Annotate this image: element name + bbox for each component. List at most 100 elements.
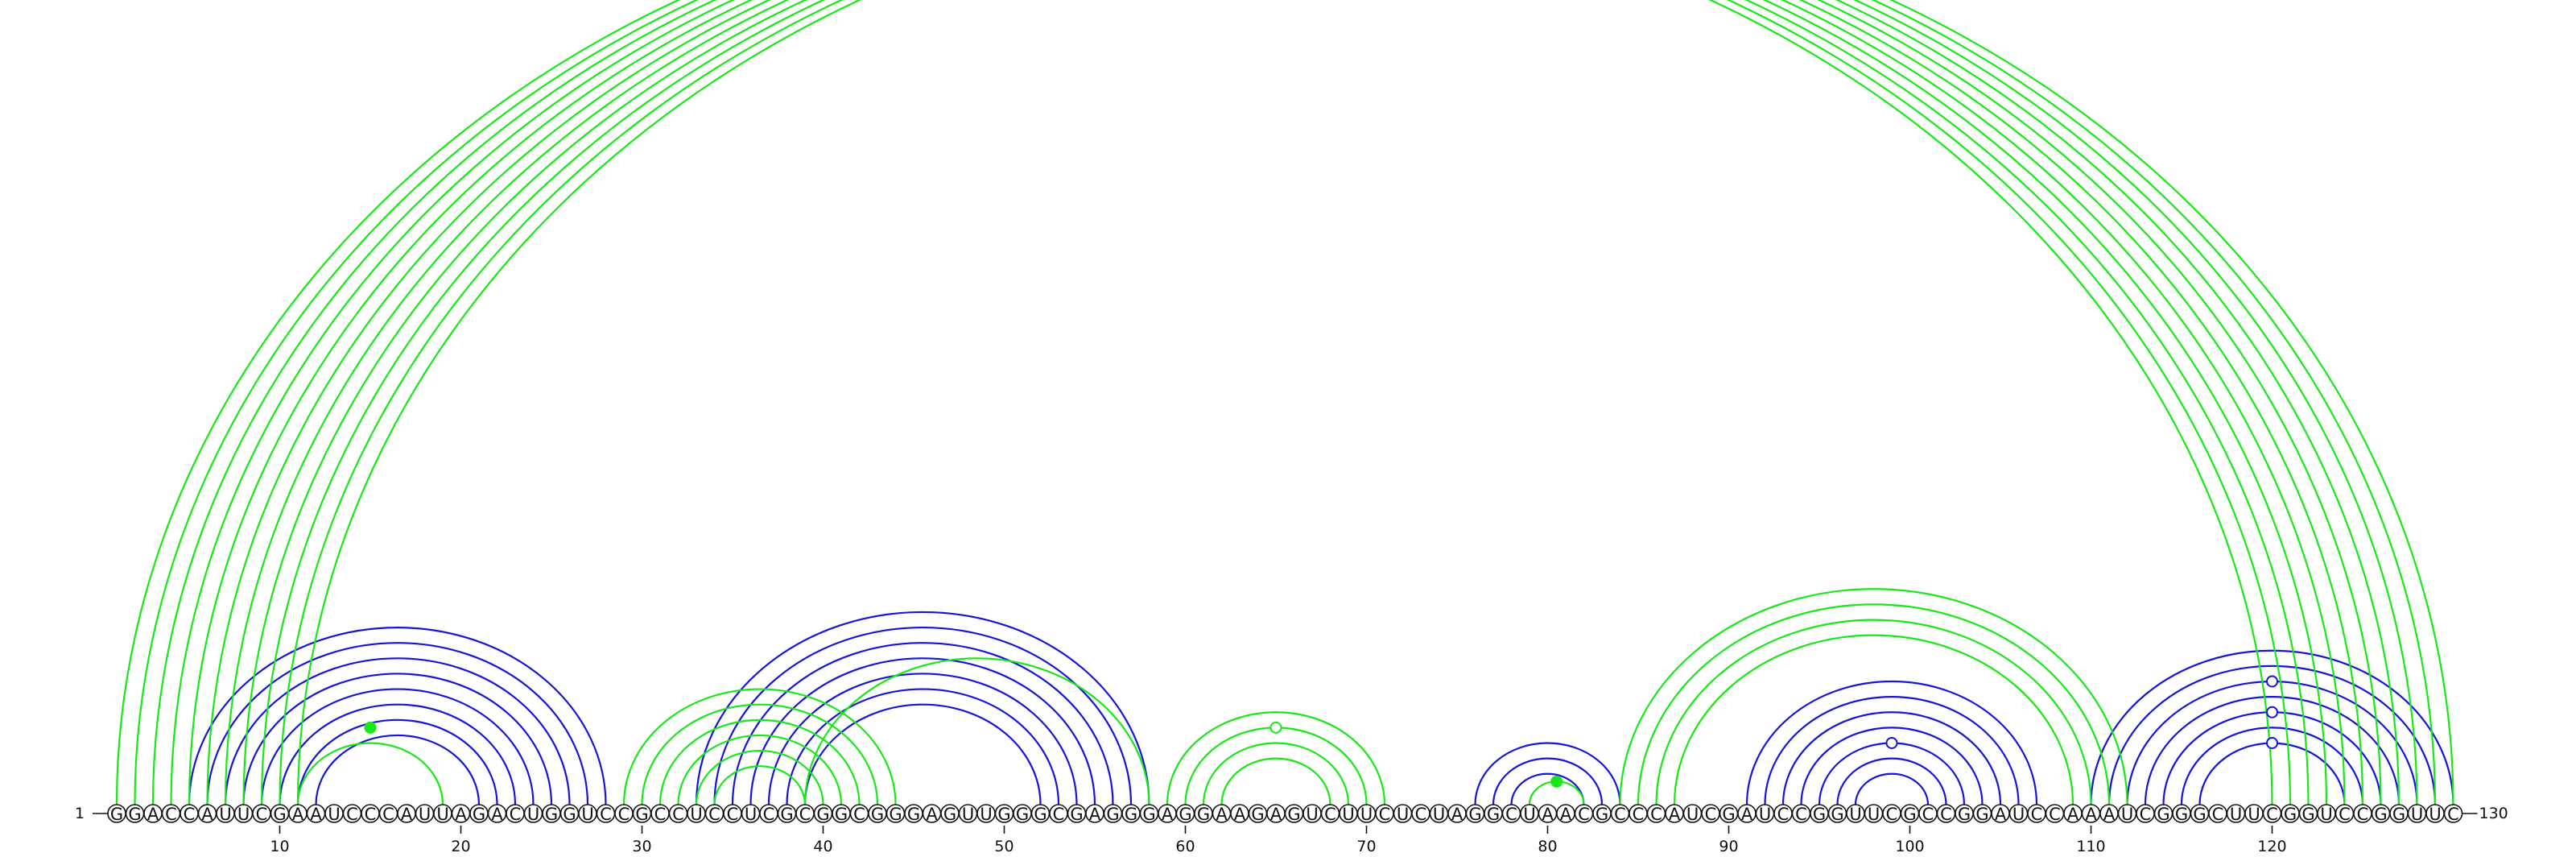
- nucleotide-letter: C: [799, 805, 811, 824]
- tick-label: 90: [1719, 838, 1738, 855]
- nucleotide-letter: G: [1125, 805, 1137, 824]
- nucleotide-letter: C: [1650, 805, 1662, 824]
- nucleotide-letter: C: [1633, 805, 1645, 824]
- nucleotide-letter: C: [654, 805, 667, 824]
- nucleotide-letter: G: [2284, 805, 2297, 824]
- nucleotide: C: [614, 804, 634, 824]
- nucleotide-letter: G: [2374, 805, 2387, 824]
- nucleotide-letter: A: [1089, 805, 1101, 824]
- nucleotide-letter: G: [1016, 805, 1029, 824]
- nucleotide: A: [1266, 804, 1286, 824]
- nucleotide-letter: U: [980, 805, 992, 824]
- nucleotide: G: [1484, 804, 1503, 824]
- nucleotide: C: [1411, 804, 1430, 824]
- nucleotide-letter: G: [943, 805, 956, 824]
- blue-arc: [2144, 696, 2401, 805]
- nucleotide: C: [668, 804, 688, 824]
- nucleotide-letter: U: [1306, 805, 1318, 824]
- green-arc: [134, 0, 2292, 805]
- nucleotide-letter: A: [310, 805, 322, 824]
- tick-label: 50: [994, 838, 1013, 855]
- blue-arc: [188, 627, 607, 805]
- nucleotide: U: [2117, 804, 2137, 824]
- nucleotide-letter: C: [600, 805, 612, 824]
- nucleotide-letter: U: [1686, 805, 1699, 824]
- nucleotide: G: [2190, 804, 2210, 824]
- nucleotide: U: [1393, 804, 1413, 824]
- nucleotide: U: [523, 804, 543, 824]
- nucleotide: G: [1103, 804, 1123, 824]
- arc-marker: [2266, 675, 2278, 688]
- nucleotide: A: [143, 804, 163, 824]
- green-arc: [658, 718, 861, 805]
- nucleotide-letter: A: [1270, 805, 1282, 824]
- blue-arc: [695, 611, 1150, 805]
- nucleotide-letter: G: [1596, 805, 1608, 824]
- nucleotide: C: [1701, 804, 1720, 824]
- nucleotide-letter: G: [2175, 805, 2188, 824]
- nucleotide: A: [1230, 804, 1249, 824]
- nucleotide: U: [216, 804, 235, 824]
- nucleotide: C: [1629, 804, 1648, 824]
- nucleotide: G: [1248, 804, 1268, 824]
- green-arc: [713, 765, 807, 805]
- green-arc: [677, 734, 843, 805]
- nucleotide-letter: C: [2357, 805, 2369, 824]
- nucleotide: U: [2407, 804, 2427, 824]
- nucleotide-letter: G: [1958, 805, 1971, 824]
- nucleotide-letter: G: [907, 805, 920, 824]
- nucleotide: G: [270, 804, 290, 824]
- nucleotide: A: [1158, 804, 1177, 824]
- nucleotide-letter: U: [1868, 805, 1880, 824]
- nucleotide-letter: G: [635, 805, 648, 824]
- blue-arc: [786, 688, 1060, 805]
- nucleotide: U: [687, 804, 706, 824]
- nucleotide-letter: A: [1216, 805, 1228, 824]
- nucleotide-letter: G: [128, 805, 141, 824]
- tick-label: 30: [632, 838, 651, 855]
- nucleotide-letter: G: [545, 805, 558, 824]
- nucleotide: A: [1212, 804, 1232, 824]
- end-label: 130: [2479, 805, 2508, 822]
- nucleotide-letter: G: [1034, 805, 1046, 824]
- nucleotide-letter: C: [2339, 805, 2351, 824]
- nucleotide-circle: [2443, 804, 2463, 823]
- nucleotide: C: [506, 804, 525, 824]
- nucleotide-letter: C: [1886, 805, 1898, 824]
- green-arc: [1673, 634, 2074, 805]
- nucleotide-letter: G: [1070, 805, 1083, 824]
- nucleotide: G: [1810, 804, 1829, 824]
- nucleotide-letter: C: [510, 805, 522, 824]
- nucleotide-letter: U: [2013, 805, 2025, 824]
- nucleotide-letter: C: [256, 805, 268, 824]
- nucleotide: C: [723, 804, 742, 824]
- nucleotide: U: [1755, 804, 1775, 824]
- nucleotide-letter: C: [1795, 805, 1807, 824]
- nucleotide-letter: U: [419, 805, 431, 824]
- nucleotide: G: [886, 804, 906, 824]
- arcs-layer: [115, 0, 2454, 805]
- tick-label: 40: [813, 838, 832, 855]
- nucleotide: C: [1936, 804, 1956, 824]
- start-label: 1: [75, 805, 85, 822]
- nucleotide-letter: C: [1324, 805, 1336, 824]
- blue-arc: [242, 673, 553, 805]
- tick-label: 100: [1895, 838, 1924, 855]
- nucleotide: U: [976, 804, 996, 824]
- nucleotide: A: [1991, 804, 2010, 824]
- nucleotide: U: [1846, 804, 1865, 824]
- nucleotide-letter: G: [1975, 805, 1988, 824]
- nucleotide: C: [1882, 804, 1901, 824]
- nucleotide-letter: C: [1922, 805, 1934, 824]
- nucleotide: C: [342, 804, 362, 824]
- green-arc: [1220, 757, 1331, 805]
- nucleotide-letter: A: [2085, 805, 2097, 824]
- nucleotide: G: [994, 804, 1014, 824]
- nucleotide: G: [2281, 804, 2300, 824]
- nucleotide-letter: U: [1342, 805, 1354, 824]
- nucleotide-letter: A: [2103, 805, 2116, 824]
- nucleotide: A: [2081, 804, 2101, 824]
- nucleotide-letter: C: [165, 805, 177, 824]
- nucleotide-letter: G: [1831, 805, 1843, 824]
- nucleotide-letter: A: [1995, 805, 2007, 824]
